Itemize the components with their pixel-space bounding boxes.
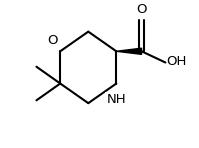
Text: OH: OH bbox=[166, 55, 186, 68]
Text: O: O bbox=[136, 3, 147, 16]
Text: NH: NH bbox=[106, 93, 126, 106]
Polygon shape bbox=[116, 48, 141, 54]
Text: O: O bbox=[47, 34, 58, 47]
